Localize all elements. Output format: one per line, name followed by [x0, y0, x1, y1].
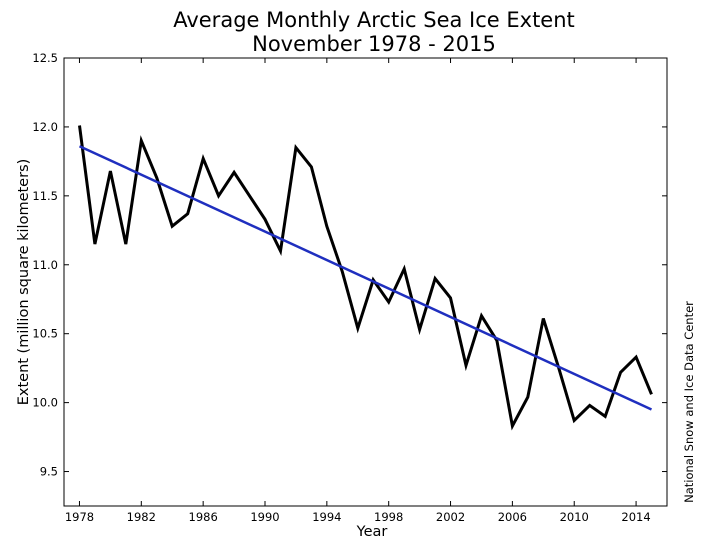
y-tick-label: 10.5: [32, 327, 58, 341]
ticks-layer: 1978 1982 1986 1990 1994 1998 2002 2006 2010 2014…: [32, 51, 667, 524]
x-tick-label: 1990: [250, 510, 279, 524]
y-tick-label: 11.5: [32, 189, 58, 203]
x-tick-label: 2014: [621, 510, 650, 524]
plot-frame: [63, 57, 668, 507]
x-tick-label: 1982: [127, 510, 156, 524]
y-tick-label: 12.0: [32, 120, 58, 134]
x-tick-label: 1978: [65, 510, 94, 524]
x-axis-label: Year: [356, 524, 388, 540]
y-axis-label: Extent (million square kilometers): [16, 159, 32, 406]
y-tick-label: 12.5: [32, 51, 58, 65]
credit-text: National Snow and Ice Data Center: [682, 301, 696, 503]
series-layer: [78, 125, 653, 431]
x-tick-label: 2010: [560, 510, 589, 524]
x-tick-label: 1986: [189, 510, 218, 524]
y-tick-label: 11.0: [32, 258, 58, 272]
series-line-extent: [78, 125, 653, 431]
x-tick-label: 1998: [374, 510, 403, 524]
x-tick-label: 2002: [436, 510, 465, 524]
chart-subtitle: November 1978 - 2015: [252, 32, 496, 56]
chart-title: Average Monthly Arctic Sea Ice Extent: [173, 8, 575, 32]
x-tick-label: 1994: [312, 510, 341, 524]
y-tick-label: 10.0: [32, 396, 58, 410]
x-tick-label: 2006: [498, 510, 527, 524]
series-line-trend: [78, 145, 653, 411]
y-tick-label: 9.5: [40, 465, 58, 479]
